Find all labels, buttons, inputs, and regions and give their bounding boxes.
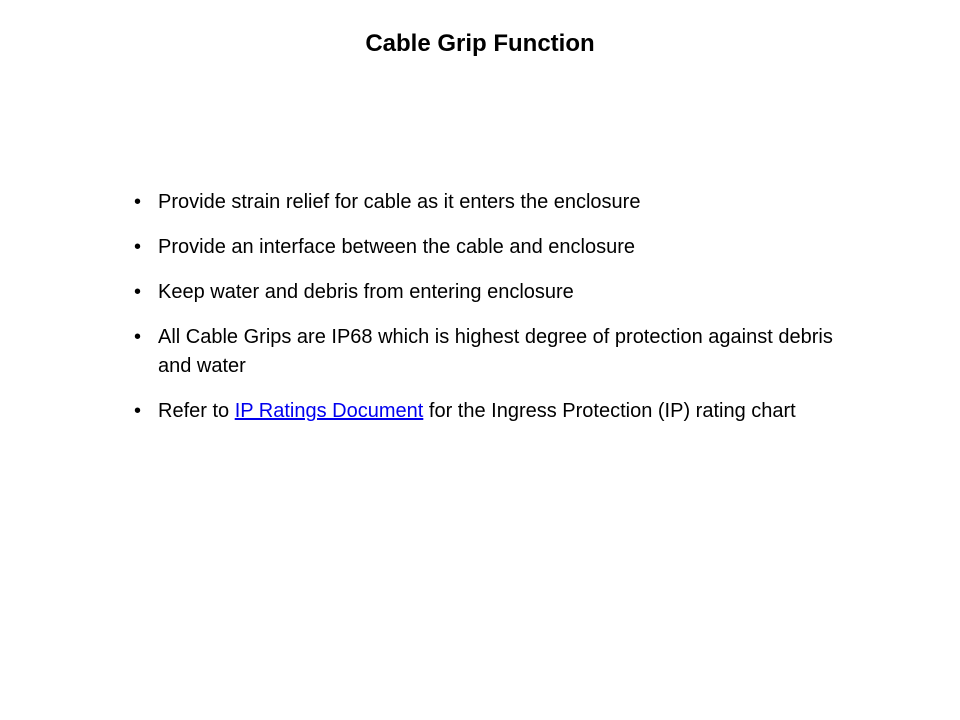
bullet-suffix: for the Ingress Protection (IP) rating c… <box>423 400 795 422</box>
list-item: Provide an interface between the cable a… <box>130 233 850 262</box>
slide-container: Cable Grip Function Provide strain relie… <box>0 0 960 720</box>
bullet-text: Provide strain relief for cable as it en… <box>158 191 640 213</box>
list-item: Refer to IP Ratings Document for the Ing… <box>130 397 850 426</box>
bullet-text: Provide an interface between the cable a… <box>158 236 635 258</box>
list-item: Provide strain relief for cable as it en… <box>130 188 850 217</box>
bullet-text: Keep water and debris from entering encl… <box>158 281 574 303</box>
ip-ratings-link[interactable]: IP Ratings Document <box>235 400 424 422</box>
list-item: Keep water and debris from entering encl… <box>130 278 850 307</box>
list-item: All Cable Grips are IP68 which is highes… <box>130 323 850 381</box>
bullet-list: Provide strain relief for cable as it en… <box>50 188 910 426</box>
bullet-text: All Cable Grips are IP68 which is highes… <box>158 326 833 377</box>
slide-title: Cable Grip Function <box>50 30 910 58</box>
bullet-prefix: Refer to <box>158 400 235 422</box>
